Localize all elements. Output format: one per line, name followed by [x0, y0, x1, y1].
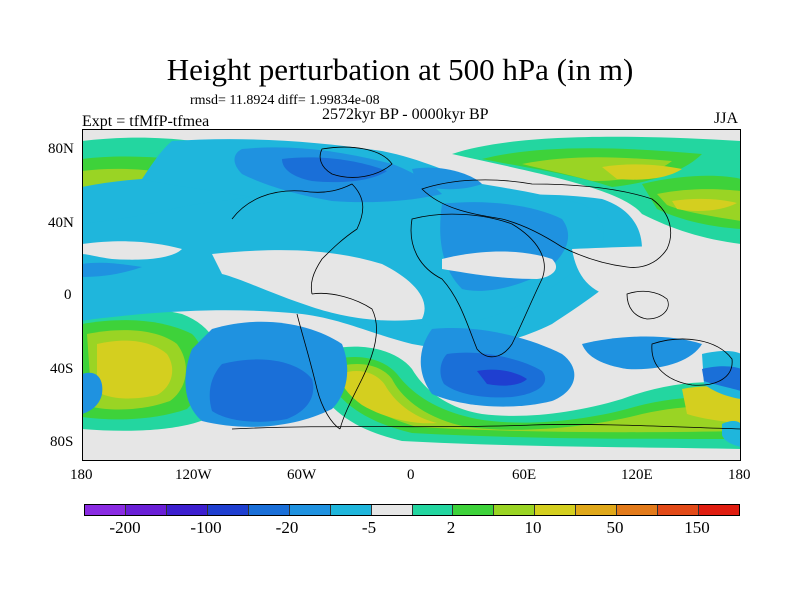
- chart-title: Height perturbation at 500 hPa (in m): [166, 52, 634, 87]
- season-label: JJA: [714, 110, 739, 127]
- colorbar-swatch: [453, 505, 495, 515]
- lon-label-120e: 120E: [621, 467, 653, 483]
- lat-label-40n: 40N: [48, 215, 74, 231]
- lat-label-80n: 80N: [48, 141, 74, 157]
- lat-label-80s: 80S: [50, 434, 74, 450]
- colorbar-swatch: [412, 505, 454, 515]
- height-perturbation-map: [82, 129, 741, 461]
- colorbar-label: -100: [190, 518, 222, 537]
- colorbar-swatch: [85, 505, 126, 515]
- lat-label-eq: 0: [64, 287, 72, 303]
- colorbar-swatch: [248, 505, 290, 515]
- neutral-band: [82, 241, 741, 321]
- colorbar-swatch: [617, 505, 659, 515]
- colorbar-swatch: [494, 505, 536, 515]
- colorbar-label: 150: [684, 518, 710, 537]
- colorbar-swatch: [207, 505, 249, 515]
- lat-label-40s: 40S: [50, 361, 74, 377]
- experiment-label: Expt = tfMfP-tfmea: [82, 113, 210, 130]
- colorbar-label: -200: [109, 518, 141, 537]
- lon-label-0: 0: [407, 467, 415, 483]
- colorbar-swatch: [576, 505, 618, 515]
- colorbar-swatch: [658, 505, 700, 515]
- coastlines: [231, 146, 741, 430]
- colorbar: [84, 504, 740, 516]
- map-frame: [82, 129, 741, 461]
- colorbar-label: -20: [275, 518, 299, 537]
- colorbar-swatch: [371, 505, 413, 515]
- colorbar-swatch: [330, 505, 372, 515]
- lon-label-180w: 180: [70, 467, 93, 483]
- colorbar-swatch: [289, 505, 331, 515]
- colorbar-swatch: [125, 505, 167, 515]
- colorbar-swatch: [699, 505, 739, 515]
- lon-label-180e: 180: [728, 467, 751, 483]
- colorbar-swatch: [166, 505, 208, 515]
- period-label: 2572kyr BP - 0000kyr BP: [322, 106, 489, 123]
- colorbar-label: -5: [361, 518, 377, 537]
- lon-label-60e: 60E: [512, 467, 537, 483]
- colorbar-label: 10: [524, 518, 542, 537]
- colorbar-label: 50: [606, 518, 624, 537]
- lon-label-60w: 60W: [287, 467, 317, 483]
- stats-line: rmsd= 11.8924 diff= 1.99834e-08: [190, 93, 380, 108]
- colorbar-label: 2: [446, 518, 456, 537]
- lon-label-120w: 120W: [175, 467, 212, 483]
- colorbar-swatch: [535, 505, 577, 515]
